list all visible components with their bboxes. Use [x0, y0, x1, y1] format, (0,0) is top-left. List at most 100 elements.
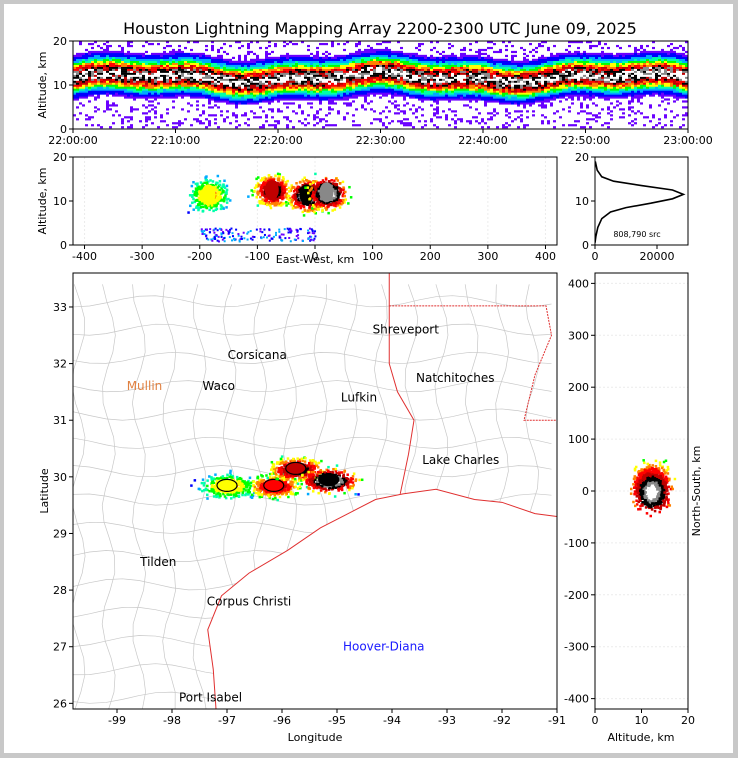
time-altitude-source [142, 94, 145, 97]
time-altitude-source [184, 76, 187, 79]
time-altitude-source [271, 66, 274, 69]
time-altitude-source [268, 124, 271, 127]
time-altitude-source [544, 92, 547, 95]
time-altitude-source [460, 120, 463, 123]
time-altitude-source [217, 106, 220, 109]
time-altitude-source [475, 84, 478, 87]
time-altitude-source [325, 120, 328, 123]
time-altitude-source [163, 68, 166, 71]
time-altitude-source [472, 62, 475, 65]
time-altitude-source [586, 58, 589, 61]
time-altitude-source [379, 42, 382, 46]
time-altitude-source [379, 118, 382, 121]
time-altitude-source [106, 60, 109, 63]
time-altitude-source [280, 74, 283, 77]
time-altitude-source [181, 90, 184, 93]
time-altitude-source [118, 80, 121, 83]
time-altitude-source [349, 78, 352, 81]
time-altitude-source [247, 62, 250, 65]
time-altitude-source [445, 86, 448, 89]
time-altitude-source [400, 88, 403, 91]
time-altitude-source [574, 82, 577, 85]
time-altitude-source [421, 66, 424, 69]
time-altitude-source [322, 74, 325, 77]
time-altitude-source [616, 88, 619, 91]
time-altitude-source [403, 56, 406, 60]
time-altitude-source [622, 92, 625, 95]
time-altitude-source [220, 54, 223, 58]
time-altitude-source [139, 120, 142, 123]
time-altitude-source [76, 96, 79, 99]
time-altitude-source [502, 82, 505, 85]
time-altitude-source [178, 120, 181, 123]
time-altitude-source [184, 60, 187, 63]
time-altitude-source [265, 54, 268, 58]
time-altitude-source [361, 56, 364, 60]
time-altitude-source [277, 108, 280, 111]
time-altitude-source [73, 58, 76, 61]
time-altitude-source [229, 76, 232, 79]
time-altitude-source [79, 74, 82, 77]
time-altitude-source [112, 102, 115, 105]
time-altitude-source [172, 86, 175, 89]
time-altitude-source [586, 118, 589, 121]
time-altitude-source [292, 94, 295, 97]
time-altitude-source [541, 41, 544, 44]
time-altitude-source [322, 56, 325, 60]
time-altitude-source [421, 68, 424, 71]
time-altitude-source [103, 70, 106, 73]
time-altitude-source [397, 64, 400, 67]
time-altitude-source [148, 116, 151, 119]
time-altitude-source [394, 90, 397, 93]
time-altitude-source [241, 78, 244, 81]
time-altitude-source [619, 68, 622, 71]
time-altitude-source [406, 84, 409, 87]
time-altitude-source [268, 66, 271, 69]
time-altitude-source [133, 54, 136, 58]
time-altitude-source [541, 106, 544, 109]
time-altitude-source [619, 56, 622, 60]
time-altitude-source [391, 80, 394, 83]
time-altitude-source [322, 92, 325, 95]
time-altitude-source [415, 96, 418, 99]
time-altitude-source [232, 102, 235, 105]
time-altitude-source [79, 41, 82, 44]
time-altitude-source [133, 96, 136, 99]
time-altitude-source [490, 84, 493, 87]
time-altitude-source [178, 52, 181, 56]
time-altitude-source [466, 54, 469, 58]
time-altitude-source [229, 96, 232, 99]
time-altitude-source [358, 48, 361, 52]
time-altitude-source [304, 82, 307, 85]
time-altitude-source [562, 86, 565, 89]
time-altitude-source [271, 116, 274, 119]
time-altitude-source [589, 60, 592, 63]
time-altitude-source [499, 80, 502, 83]
time-altitude-source [199, 58, 202, 61]
time-altitude-source [115, 62, 118, 65]
time-altitude-source [610, 80, 613, 83]
time-altitude-source [622, 60, 625, 63]
time-altitude-source [127, 120, 130, 123]
time-altitude-source [625, 74, 628, 77]
time-altitude-source [178, 62, 181, 65]
time-altitude-source [307, 84, 310, 87]
time-altitude-source [379, 84, 382, 87]
time-altitude-source [628, 62, 631, 65]
time-altitude-source [514, 98, 517, 101]
time-altitude-source [250, 76, 253, 79]
time-altitude-source [148, 64, 151, 67]
time-altitude-source [163, 74, 166, 77]
time-altitude-source [298, 86, 301, 89]
time-altitude-source [226, 68, 229, 71]
time-altitude-source [385, 82, 388, 85]
time-altitude-source [307, 64, 310, 67]
time-altitude-source [490, 66, 493, 69]
time-altitude-source [601, 54, 604, 58]
time-altitude-source [334, 58, 337, 61]
time-altitude-source [163, 84, 166, 87]
time-altitude-source [313, 56, 316, 60]
time-altitude-source [103, 66, 106, 69]
time-altitude-source [142, 60, 145, 63]
time-altitude-source [394, 52, 397, 56]
